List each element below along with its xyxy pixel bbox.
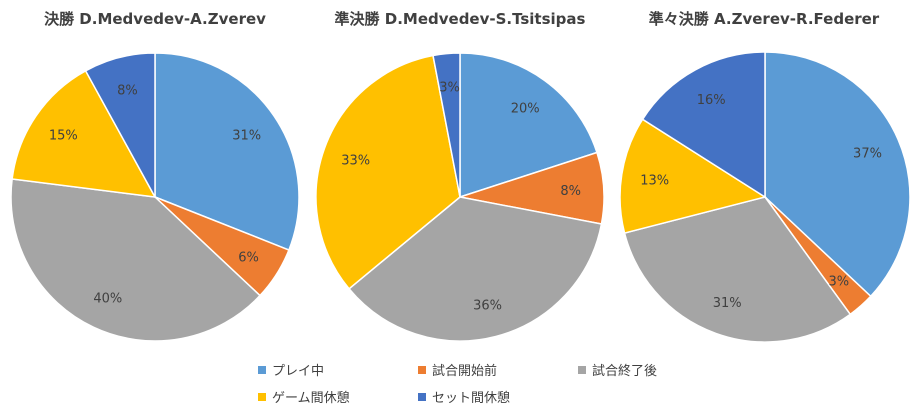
legend-swatch [418, 365, 426, 374]
legend-item-game-break: ゲーム間休憩 [258, 387, 418, 406]
pie-slice-game-break [619, 118, 767, 234]
pie-data-label: 3% [828, 275, 849, 290]
legend-label: プレイ中 [272, 364, 325, 379]
pie-slice-set-break [84, 52, 156, 198]
legend-swatch [258, 365, 266, 374]
legend-item-pre-match: 試合開始前 [418, 360, 578, 379]
legend-row: ゲーム間休憩 セット間休憩 [258, 383, 738, 410]
pie-data-label: 16% [697, 93, 726, 108]
chart-title-semifinal: 準決勝 D.Medvedev-S.Tsitsipas [334, 10, 586, 28]
pie-data-label: 40% [93, 291, 122, 306]
legend-label: 試合終了後 [592, 364, 658, 379]
pie-charts: 31% 6% 40% 15% 8% 20% 8% 36% 33% 3% 37% 3% 31% 13% 16% [10, 51, 911, 343]
pie-data-label: 31% [232, 129, 261, 144]
pie-data-label: 8% [560, 184, 581, 199]
legend-row: プレイ中 試合開始前 試合終了後 [258, 356, 738, 383]
pie-slice-set-break [641, 51, 766, 199]
pie-slice-play [154, 52, 300, 251]
legend-item-post-match: 試合終了後 [578, 360, 738, 379]
pie-data-label: 15% [49, 129, 78, 144]
pie-slice-game-break [315, 54, 461, 290]
pie-data-label: 33% [341, 153, 370, 168]
pie-data-label: 31% [713, 296, 742, 311]
pie-data-label: 13% [640, 174, 669, 189]
pie-slice-post-match [10, 178, 262, 342]
pie-slice-post-match [347, 196, 603, 342]
chart-title-final: 決勝 D.Medvedev-A.Zverev [44, 10, 266, 28]
legend-item-set-break: セット間休憩 [418, 387, 578, 406]
chart-title-quarterfinal: 準々決勝 A.Zverev-R.Federer [648, 10, 880, 28]
pie-slice-set-break [432, 52, 461, 198]
legend-item-play: プレイ中 [258, 360, 418, 379]
legend-swatch [418, 392, 426, 401]
legend-swatch [578, 365, 586, 374]
pie-slice-game-break [11, 69, 157, 198]
pie-data-label: 8% [117, 84, 138, 99]
legend-swatch [258, 392, 266, 401]
pie-data-label: 36% [473, 298, 502, 313]
pie-slice-play [459, 52, 598, 199]
legend-label: セット間休憩 [432, 391, 511, 406]
pie-data-label: 37% [853, 147, 882, 162]
pie-data-label: 6% [238, 250, 259, 265]
legend-label: ゲーム間休憩 [272, 391, 350, 406]
pie-data-label: 3% [439, 81, 460, 96]
pie-slice-post-match [623, 196, 852, 343]
legend-label: 試合開始前 [432, 364, 498, 379]
legend: プレイ中 試合開始前 試合終了後 ゲーム間休憩 セット間休憩 [258, 356, 738, 410]
pie-slice-play [764, 51, 911, 298]
pie-data-label: 20% [511, 101, 540, 116]
